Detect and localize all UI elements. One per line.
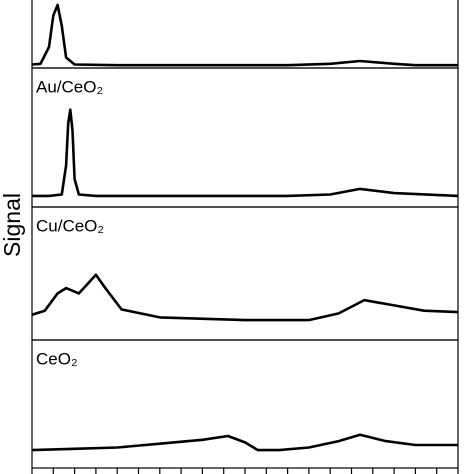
panel-frame bbox=[31, 0, 459, 69]
trace bbox=[31, 433, 458, 452]
y-axis-label: Signal bbox=[0, 193, 25, 257]
trace bbox=[32, 108, 459, 198]
trace bbox=[31, 273, 459, 322]
panel-label: Au/CeO₂ bbox=[36, 77, 103, 96]
panel-label: Cu/CeO₂ bbox=[36, 216, 104, 235]
panel-label: CeO₂ bbox=[36, 349, 78, 368]
trace bbox=[31, 3, 458, 67]
